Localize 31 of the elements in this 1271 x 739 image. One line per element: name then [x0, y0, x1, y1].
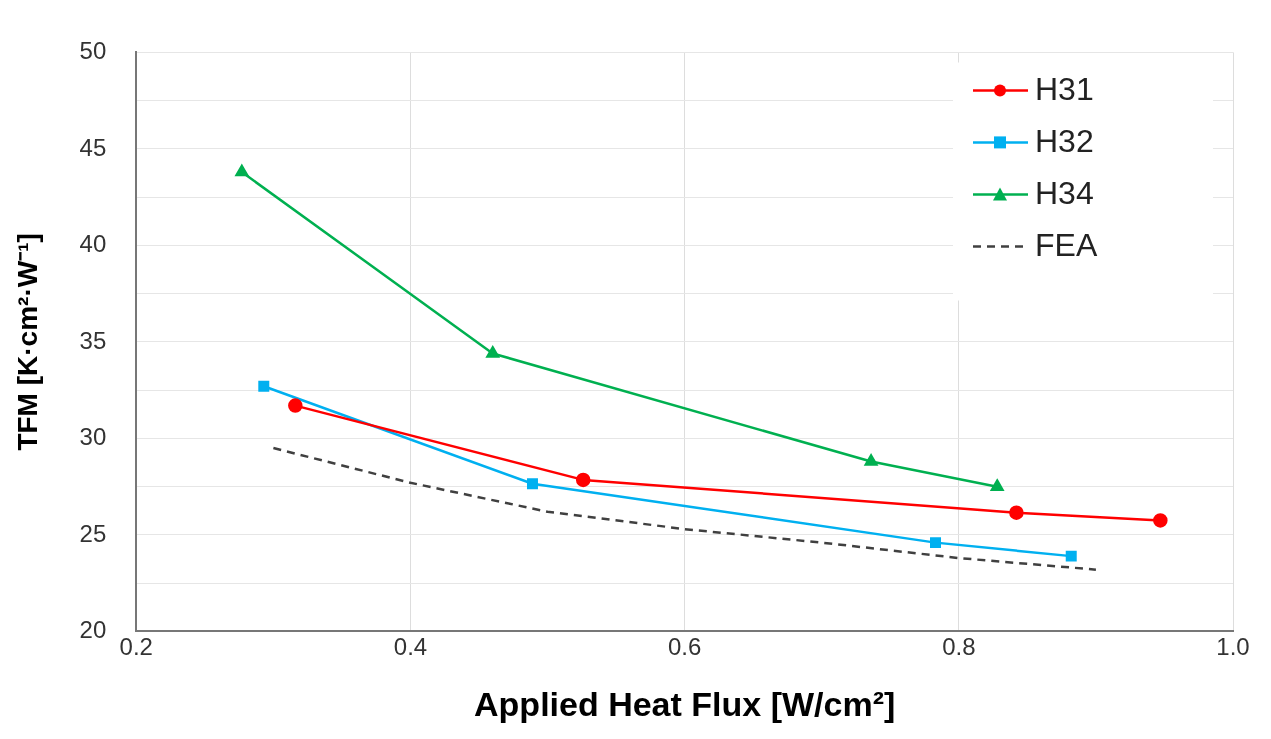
point — [575, 472, 591, 488]
line-series — [272, 446, 1098, 571]
y-tick-label: 50 — [79, 37, 107, 65]
x-axis-title: Applied Heat Flux [W/cm²] — [474, 684, 896, 723]
point — [990, 479, 1004, 491]
x-tick-label: 0.8 — [942, 633, 976, 661]
legend-label: FEA — [1035, 227, 1098, 264]
legend-label: H34 — [1035, 175, 1094, 212]
y-tick-label: 40 — [79, 230, 107, 258]
legend-label: H31 — [1035, 71, 1094, 108]
x-tick-label: 0.4 — [393, 633, 428, 661]
y-tick-label: 20 — [79, 616, 107, 644]
point — [235, 164, 249, 177]
y-tick-label: 45 — [79, 133, 107, 161]
y-tick-label: 30 — [79, 423, 107, 451]
x-tick-label: 0.6 — [667, 633, 702, 661]
x-tick-label: 1.0 — [1216, 633, 1250, 661]
point — [258, 380, 270, 392]
x-tick-label: 0.2 — [119, 633, 153, 661]
point — [930, 537, 942, 549]
point — [486, 346, 500, 358]
point — [1065, 550, 1077, 562]
y-axis-title: TFM [K·cm²·W⁻¹] — [11, 233, 43, 451]
point — [1153, 513, 1168, 528]
y-tick-label: 25 — [79, 519, 107, 547]
legend-label: H32 — [1035, 123, 1094, 160]
point — [288, 398, 303, 413]
y-tick-label: 35 — [79, 326, 107, 354]
point — [526, 478, 538, 490]
point — [864, 454, 878, 466]
point — [1009, 505, 1024, 520]
